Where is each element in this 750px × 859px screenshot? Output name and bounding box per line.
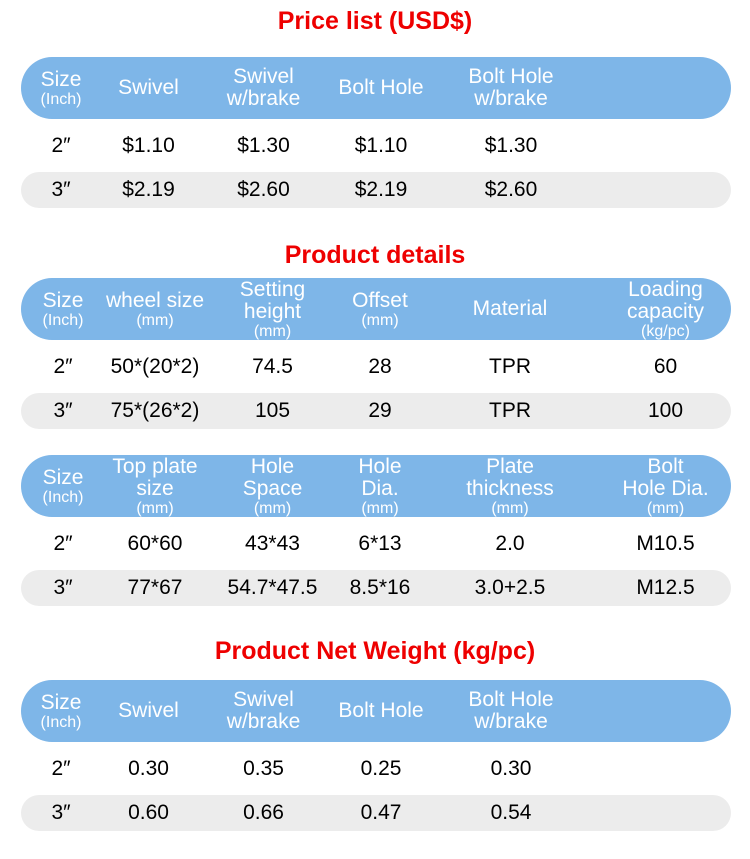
- column-header-hole-dia: Hole Dia. (mm): [340, 455, 420, 517]
- cell: 75*(26*2): [105, 393, 205, 429]
- cell-spacer: [591, 742, 731, 795]
- column-header-loading-capacity: Loading capacity (kg/pc): [600, 278, 731, 340]
- cell: $1.10: [331, 119, 431, 172]
- cell: 2.0: [420, 517, 600, 570]
- net-weight-table: Size (Inch) Swivel Swivel w/brake Bolt H…: [21, 680, 731, 831]
- cell: 100: [600, 393, 731, 429]
- column-header-size: Size (Inch): [21, 57, 101, 119]
- cell: 43*43: [205, 517, 340, 570]
- cell: $1.30: [196, 119, 331, 172]
- cell-size: 2″: [21, 517, 105, 570]
- table-row: 3″ 75*(26*2) 105 29 TPR 100: [21, 393, 731, 429]
- column-header-offset: Offset (mm): [340, 278, 420, 340]
- table-row: 3″ 77*67 54.7*47.5 8.5*16 3.0+2.5 M12.5: [21, 570, 731, 606]
- cell: 0.30: [101, 742, 196, 795]
- header-row: Size (Inch) wheel size (mm) Setting heig…: [21, 278, 731, 340]
- cell: 60: [600, 340, 731, 393]
- header-row: Size (Inch) Top plate size (mm) Hole Spa…: [21, 455, 731, 517]
- cell-size: 2″: [21, 340, 105, 393]
- cell: $2.60: [431, 172, 591, 208]
- header-row: Size (Inch) Swivel Swivel w/brake Bolt H…: [21, 680, 731, 742]
- table-row: 3″ 0.60 0.66 0.47 0.54: [21, 795, 731, 831]
- cell-size: 3″: [21, 795, 101, 831]
- table-row: 3″ $2.19 $2.60 $2.19 $2.60: [21, 172, 731, 208]
- cell: 50*(20*2): [105, 340, 205, 393]
- price-list-table: Size (Inch) Swivel Swivel w/brake Bolt H…: [21, 57, 731, 208]
- column-header-swivel: Swivel: [101, 57, 196, 119]
- cell-size: 2″: [21, 742, 101, 795]
- cell: $2.60: [196, 172, 331, 208]
- header-row: Size (Inch) Swivel Swivel w/brake Bolt H…: [21, 57, 731, 119]
- cell: 54.7*47.5: [205, 570, 340, 606]
- column-header-setting-height: Setting height (mm): [205, 278, 340, 340]
- table-row: 2″ 0.30 0.35 0.25 0.30: [21, 742, 731, 795]
- column-header-spacer: [591, 680, 731, 742]
- cell: TPR: [420, 393, 600, 429]
- cell: 0.35: [196, 742, 331, 795]
- cell: $1.30: [431, 119, 591, 172]
- column-header-spacer: [591, 57, 731, 119]
- cell-spacer: [591, 795, 731, 831]
- cell: $1.10: [101, 119, 196, 172]
- cell-size: 3″: [21, 172, 101, 208]
- column-header-bolt-hole-dia: Bolt Hole Dia. (mm): [600, 455, 731, 517]
- price-list-title: Price list (USD$): [277, 7, 473, 35]
- cell: 74.5: [205, 340, 340, 393]
- cell: 0.47: [331, 795, 431, 831]
- column-header-material: Material: [420, 278, 600, 340]
- cell-size: 3″: [21, 570, 105, 606]
- column-header-bolt-hole: Bolt Hole: [331, 57, 431, 119]
- product-details-table: Size (Inch) wheel size (mm) Setting heig…: [21, 278, 731, 429]
- column-header-swivel-brake: Swivel w/brake: [196, 57, 331, 119]
- column-header-size: Size (Inch): [21, 278, 105, 340]
- cell: 8.5*16: [340, 570, 420, 606]
- cell: M12.5: [600, 570, 731, 606]
- cell: M10.5: [600, 517, 731, 570]
- column-header-bolt-hole-brake: Bolt Hole w/brake: [431, 680, 591, 742]
- cell: 0.54: [431, 795, 591, 831]
- table-row: 2″ $1.10 $1.30 $1.10 $1.30: [21, 119, 731, 172]
- table-row: 2″ 60*60 43*43 6*13 2.0 M10.5: [21, 517, 731, 570]
- plate-dimensions-table: Size (Inch) Top plate size (mm) Hole Spa…: [21, 455, 731, 606]
- cell: $2.19: [331, 172, 431, 208]
- column-header-size: Size (Inch): [21, 455, 105, 517]
- column-header-plate-thickness: Plate thickness (mm): [420, 455, 600, 517]
- cell: 77*67: [105, 570, 205, 606]
- cell-size: 3″: [21, 393, 105, 429]
- column-header-swivel: Swivel: [101, 680, 196, 742]
- cell: TPR: [420, 340, 600, 393]
- column-header-wheel-size: wheel size (mm): [105, 278, 205, 340]
- column-header-top-plate-size: Top plate size (mm): [105, 455, 205, 517]
- net-weight-title: Product Net Weight (kg/pc): [214, 637, 536, 665]
- column-header-bolt-hole: Bolt Hole: [331, 680, 431, 742]
- column-header-swivel-brake: Swivel w/brake: [196, 680, 331, 742]
- product-details-title: Product details: [284, 241, 466, 269]
- cell: 29: [340, 393, 420, 429]
- cell: $2.19: [101, 172, 196, 208]
- cell: 0.60: [101, 795, 196, 831]
- cell: 3.0+2.5: [420, 570, 600, 606]
- column-header-hole-space: Hole Space (mm): [205, 455, 340, 517]
- cell-spacer: [591, 172, 731, 208]
- cell-size: 2″: [21, 119, 101, 172]
- table-row: 2″ 50*(20*2) 74.5 28 TPR 60: [21, 340, 731, 393]
- column-header-size: Size (Inch): [21, 680, 101, 742]
- cell: 0.25: [331, 742, 431, 795]
- cell: 0.66: [196, 795, 331, 831]
- cell: 60*60: [105, 517, 205, 570]
- column-header-bolt-hole-brake: Bolt Hole w/brake: [431, 57, 591, 119]
- cell: 0.30: [431, 742, 591, 795]
- cell: 6*13: [340, 517, 420, 570]
- cell: 28: [340, 340, 420, 393]
- cell-spacer: [591, 119, 731, 172]
- cell: 105: [205, 393, 340, 429]
